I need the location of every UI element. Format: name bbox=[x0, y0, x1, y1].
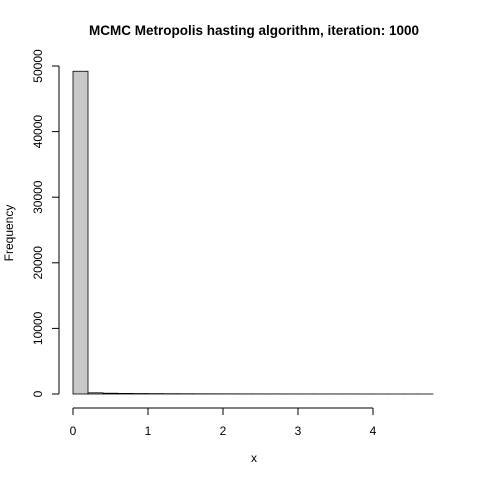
x-tick-label-3: 3 bbox=[295, 424, 302, 438]
y-tick-label-2: 20000 bbox=[31, 246, 45, 280]
bar-1 bbox=[87, 392, 104, 395]
y-tick-label-0: 0 bbox=[31, 390, 45, 397]
x-tick-label-0: 0 bbox=[70, 424, 77, 438]
bar-2 bbox=[102, 392, 119, 395]
y-tick-label-4: 40000 bbox=[31, 115, 45, 149]
bars-group bbox=[72, 70, 434, 395]
y-tick-label-3: 30000 bbox=[31, 180, 45, 214]
x-axis-label: x bbox=[251, 451, 257, 465]
chart-title: MCMC Metropolis hasting algorithm, itera… bbox=[89, 23, 419, 38]
bar-3 bbox=[117, 393, 134, 395]
bar-0 bbox=[72, 70, 89, 395]
y-axis-label: Frequency bbox=[2, 205, 16, 262]
y-tick-label-5: 50000 bbox=[31, 49, 45, 83]
x-tick-label-4: 4 bbox=[370, 424, 377, 438]
y-axis: 0 10000 20000 30000 40000 50000 bbox=[31, 49, 60, 397]
x-axis: 0 1 2 3 4 bbox=[70, 407, 377, 438]
x-tick-label-1: 1 bbox=[145, 424, 152, 438]
x-tick-label-2: 2 bbox=[220, 424, 227, 438]
y-tick-label-1: 10000 bbox=[31, 311, 45, 345]
